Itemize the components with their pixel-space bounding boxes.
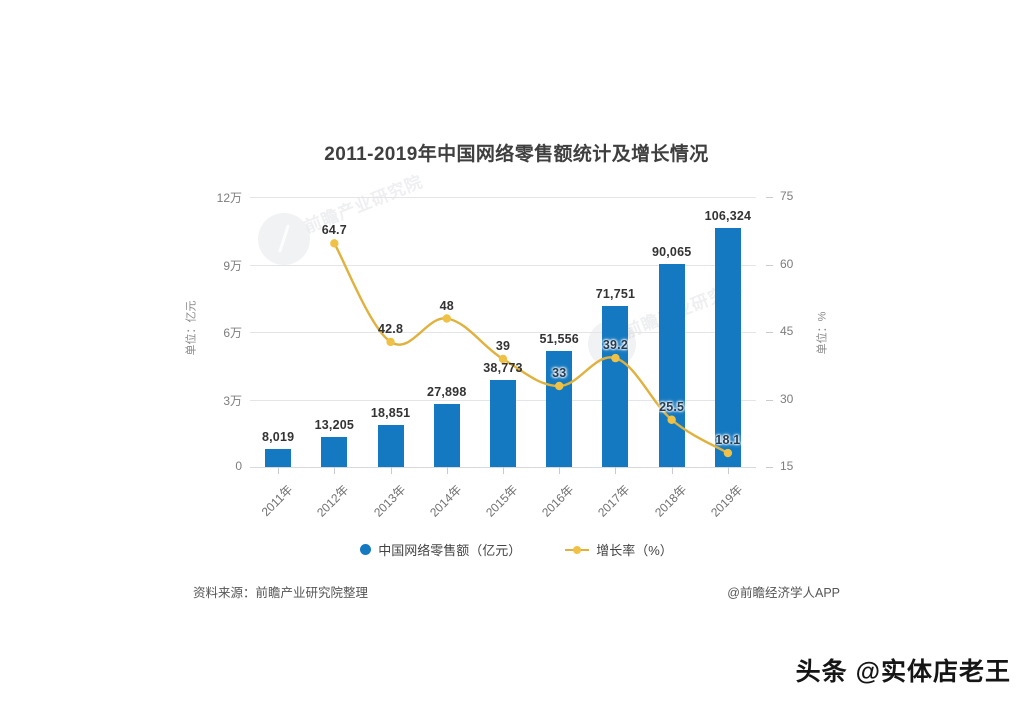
x-axis-tickmark bbox=[446, 467, 448, 474]
bar bbox=[602, 305, 629, 467]
x-axis-tickmark bbox=[390, 467, 392, 474]
x-axis-tickmark bbox=[671, 467, 673, 474]
legend-circle-icon bbox=[360, 544, 372, 555]
gridline bbox=[250, 264, 756, 266]
x-axis-tick-label: 2012年 bbox=[314, 482, 352, 520]
bar bbox=[658, 264, 685, 467]
x-axis-tick-label: 2018年 bbox=[651, 482, 689, 520]
bar-value-label: 38,773 bbox=[483, 360, 523, 375]
bar bbox=[490, 379, 516, 467]
y-axis-right-tick-label: 75 bbox=[780, 189, 794, 203]
y-axis-right: 15 30 45 60 75 bbox=[766, 189, 806, 473]
x-axis-tickmark bbox=[278, 467, 280, 474]
gridline bbox=[250, 332, 756, 333]
bar bbox=[433, 404, 460, 467]
x-axis: 2011年 2012年 2013年 2014年 2015年 2016年 2017年 2018年… bbox=[250, 467, 756, 527]
bar-value-label: 90,065 bbox=[651, 245, 692, 260]
y-axis-left-tick-label: 3万 bbox=[223, 393, 242, 408]
source-note: 资料来源：前瞻产业研究院整理 bbox=[193, 586, 369, 600]
legend-label: 增长率（%） bbox=[596, 543, 673, 558]
line-marker bbox=[611, 353, 620, 363]
x-axis-tickmark bbox=[503, 467, 504, 474]
x-axis-tick-label: 2019年 bbox=[707, 482, 746, 520]
line-marker bbox=[442, 314, 451, 323]
y-axis-right-tickmark bbox=[766, 197, 773, 198]
bottom-watermark: 头条 @实体店老王 bbox=[795, 658, 1011, 686]
y-axis-right-tickmark bbox=[766, 399, 773, 401]
line-value-label: 18.1 bbox=[715, 433, 741, 448]
line-value-label: 64.7 bbox=[321, 223, 347, 238]
x-axis-tick-label: 2013年 bbox=[370, 482, 408, 520]
bar-value-label: 13,205 bbox=[314, 418, 355, 433]
line-value-label: 25.5 bbox=[659, 399, 685, 414]
app-note: @前瞻经济学人APP bbox=[727, 586, 840, 600]
line-value-label: 33 bbox=[552, 366, 567, 380]
chart-legend: 中国网络零售额（亿元） 增长率（%） bbox=[0, 540, 1033, 559]
y-axis-right-tickmark bbox=[766, 332, 773, 333]
bar-value-label: 51,556 bbox=[539, 331, 579, 346]
x-axis-tickmark bbox=[559, 467, 561, 474]
y-axis-right-tick-label: 15 bbox=[780, 459, 794, 473]
bar bbox=[265, 448, 292, 467]
bar bbox=[714, 227, 741, 467]
line-value-label: 39 bbox=[495, 339, 511, 353]
bar-value-label: 27,898 bbox=[427, 385, 467, 400]
legend-line-icon bbox=[565, 544, 590, 555]
line-marker bbox=[386, 337, 395, 347]
line-marker bbox=[555, 381, 564, 391]
legend-item[interactable]: 增长率（%） bbox=[565, 540, 673, 559]
bar bbox=[377, 424, 404, 467]
chart-title: 2011-2019年中国网络零售额统计及增长情况 bbox=[324, 144, 709, 165]
bar bbox=[546, 351, 573, 467]
y-axis-right-tick-label: 60 bbox=[780, 256, 794, 271]
y-axis-right-tickmark bbox=[766, 467, 773, 468]
line-value-label: 48 bbox=[439, 298, 454, 313]
y-axis-right-tick-label: 45 bbox=[780, 324, 794, 338]
x-axis-tickmark bbox=[727, 467, 729, 474]
x-axis-tick-label: 2017年 bbox=[595, 482, 633, 520]
x-axis-tick-label: 2014年 bbox=[426, 482, 465, 520]
y-axis-left-unit: 单位：亿元 bbox=[185, 300, 198, 356]
plot-area: 8,019 13,205 18,851 27,898 38,773 51,556 71,75… bbox=[250, 197, 756, 468]
y-axis-left-tick-label: 12万 bbox=[216, 191, 242, 205]
bar-value-label: 106,324 bbox=[704, 208, 752, 223]
y-axis-right-tick-label: 30 bbox=[780, 391, 794, 406]
line-value-label: 42.8 bbox=[377, 321, 404, 336]
bar bbox=[321, 437, 348, 467]
line-value-label: 39.2 bbox=[602, 338, 628, 353]
x-axis-tickmark bbox=[615, 467, 617, 474]
bar-value-label: 18,851 bbox=[370, 405, 411, 420]
line-marker bbox=[330, 239, 339, 248]
x-axis-tick-label: 2011年 bbox=[258, 482, 296, 520]
x-axis-tick-label: 2015年 bbox=[483, 482, 521, 520]
y-axis-right-tickmark bbox=[766, 264, 773, 266]
legend-item[interactable]: 中国网络零售额（亿元） bbox=[360, 540, 521, 559]
bar-value-label: 71,751 bbox=[595, 286, 636, 301]
y-axis-left: 0 3万 6万 9万 12万 bbox=[198, 191, 242, 473]
growth-rate-line bbox=[330, 239, 733, 458]
y-axis-left-tick-label: 9万 bbox=[223, 258, 242, 273]
line-marker bbox=[723, 448, 733, 458]
x-axis-tick-label: 2016年 bbox=[539, 482, 577, 520]
y-axis-left-tick-label: 6万 bbox=[223, 326, 242, 340]
bar-value-label: 8,019 bbox=[261, 429, 295, 444]
gridline bbox=[250, 197, 756, 198]
x-axis-tickmark bbox=[334, 467, 336, 474]
legend-label: 中国网络零售额（亿元） bbox=[378, 543, 522, 558]
y-axis-left-tick-label: 0 bbox=[235, 459, 242, 473]
line-marker bbox=[667, 415, 676, 424]
line-marker bbox=[498, 354, 508, 364]
y-axis-right-unit: 单位：% bbox=[816, 311, 829, 355]
